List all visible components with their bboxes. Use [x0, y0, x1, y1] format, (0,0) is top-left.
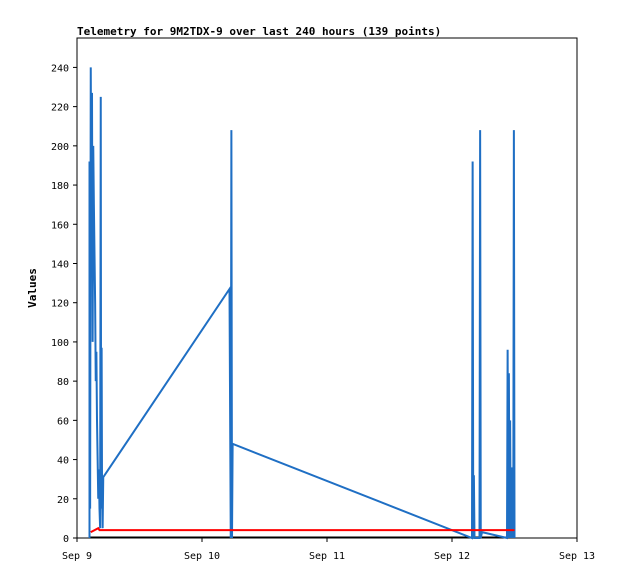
series-line-2: [90, 526, 515, 534]
y-tick-label: 180: [51, 181, 69, 192]
chart-title: Telemetry for 9M2TDX-9 over last 240 hou…: [77, 25, 441, 38]
x-tick-label: Sep 9: [62, 551, 92, 562]
x-tick-label: Sep 10: [184, 551, 220, 562]
plot-area: [76, 37, 578, 539]
y-tick-label: 40: [57, 456, 69, 467]
y-tick-label: 0: [63, 534, 69, 545]
y-tick-label: 140: [51, 259, 69, 270]
y-tick-label: 220: [51, 103, 69, 114]
y-tick-label: 200: [51, 142, 69, 153]
y-tick-label: 120: [51, 299, 69, 310]
y-axis: 0 20 40 60 80 100 120 140 160 180 200 220 240: [51, 63, 77, 545]
x-tick-label: Sep 12: [434, 551, 470, 562]
y-tick-label: 160: [51, 220, 69, 231]
x-tick-label: Sep 11: [309, 551, 345, 562]
x-axis: Sep 9 Sep 10 Sep 11 Sep 12 Sep 13: [62, 538, 595, 562]
y-axis-label: Values: [26, 268, 39, 308]
y-tick-label: 240: [51, 63, 69, 74]
y-tick-label: 60: [57, 416, 69, 427]
y-tick-label: 80: [57, 377, 69, 388]
series-line-1: [88, 67, 516, 540]
y-tick-label: 20: [57, 495, 69, 506]
series-layer: [88, 67, 516, 540]
y-tick-label: 100: [51, 338, 69, 349]
x-tick-label: Sep 13: [559, 551, 595, 562]
